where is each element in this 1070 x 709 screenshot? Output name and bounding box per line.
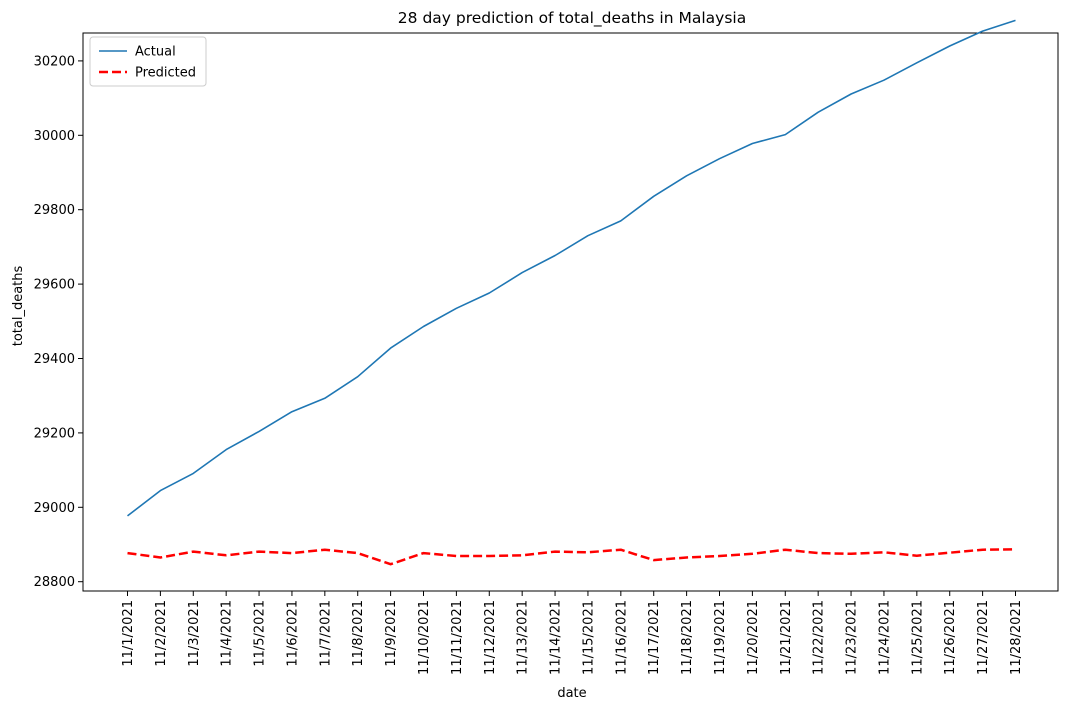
x-tick-label: 11/5/2021 bbox=[253, 600, 268, 667]
x-tick-label: 11/18/2021 bbox=[680, 600, 695, 675]
x-tick-label: 11/14/2021 bbox=[549, 600, 564, 675]
x-tick-label: 11/23/2021 bbox=[845, 600, 860, 675]
x-tick-label: 11/15/2021 bbox=[581, 600, 596, 675]
chart-title: 28 day prediction of total_deaths in Mal… bbox=[398, 9, 746, 28]
x-tick-label: 11/20/2021 bbox=[746, 600, 761, 675]
y-tick-label: 30000 bbox=[34, 129, 75, 144]
x-axis: 11/1/2021 11/2/2021 11/3/2021 11/4/2021 11/5… bbox=[121, 591, 1024, 675]
x-tick-label: 11/13/2021 bbox=[516, 600, 531, 675]
x-tick-label: 11/17/2021 bbox=[647, 600, 662, 675]
series-line-actual bbox=[127, 19, 1016, 517]
legend-label-predicted: Predicted bbox=[135, 66, 196, 81]
x-tick-label: 11/9/2021 bbox=[384, 600, 399, 667]
x-tick-label: 11/26/2021 bbox=[943, 600, 958, 675]
x-tick-label: 11/22/2021 bbox=[812, 600, 827, 675]
x-tick-label: 11/19/2021 bbox=[713, 600, 728, 675]
x-tick-label: 11/4/2021 bbox=[220, 600, 235, 667]
series-line-predicted bbox=[127, 548, 1016, 566]
x-tick-label: 11/3/2021 bbox=[187, 600, 202, 667]
legend-box bbox=[89, 36, 207, 87]
y-tick-label: 29600 bbox=[34, 278, 75, 293]
y-axis-label: total_deaths bbox=[11, 266, 26, 347]
x-axis-label: date bbox=[557, 686, 586, 701]
x-tick-label: 11/11/2021 bbox=[450, 600, 465, 675]
y-tick-label: 30200 bbox=[34, 54, 75, 69]
series-layer bbox=[127, 19, 1016, 566]
x-tick-label: 11/25/2021 bbox=[910, 600, 925, 675]
x-tick-label: 11/24/2021 bbox=[877, 600, 892, 675]
x-tick-label: 11/21/2021 bbox=[779, 600, 794, 675]
x-tick-label: 11/1/2021 bbox=[121, 600, 136, 667]
x-tick-label: 11/8/2021 bbox=[351, 600, 366, 667]
y-tick-label: 29200 bbox=[34, 426, 75, 441]
y-tick-label: 29800 bbox=[34, 203, 75, 218]
x-tick-label: 11/10/2021 bbox=[417, 600, 432, 675]
plot-area bbox=[82, 32, 1059, 592]
legend-label-actual: Actual bbox=[135, 45, 176, 60]
x-tick-label: 11/2/2021 bbox=[154, 600, 169, 667]
x-tick-label: 11/28/2021 bbox=[1009, 600, 1024, 675]
y-tick-label: 28800 bbox=[34, 575, 75, 590]
x-tick-label: 11/6/2021 bbox=[285, 600, 300, 667]
x-tick-label: 11/16/2021 bbox=[614, 600, 629, 675]
x-tick-label: 11/27/2021 bbox=[976, 600, 991, 675]
x-tick-label: 11/12/2021 bbox=[483, 600, 498, 675]
x-tick-label: 11/7/2021 bbox=[318, 600, 333, 667]
legend: Actual Predicted bbox=[89, 36, 207, 87]
y-tick-label: 29400 bbox=[34, 352, 75, 367]
y-axis: 28800 29000 29200 29400 29600 29800 30000 30200 bbox=[34, 54, 83, 590]
y-tick-label: 29000 bbox=[34, 501, 75, 516]
